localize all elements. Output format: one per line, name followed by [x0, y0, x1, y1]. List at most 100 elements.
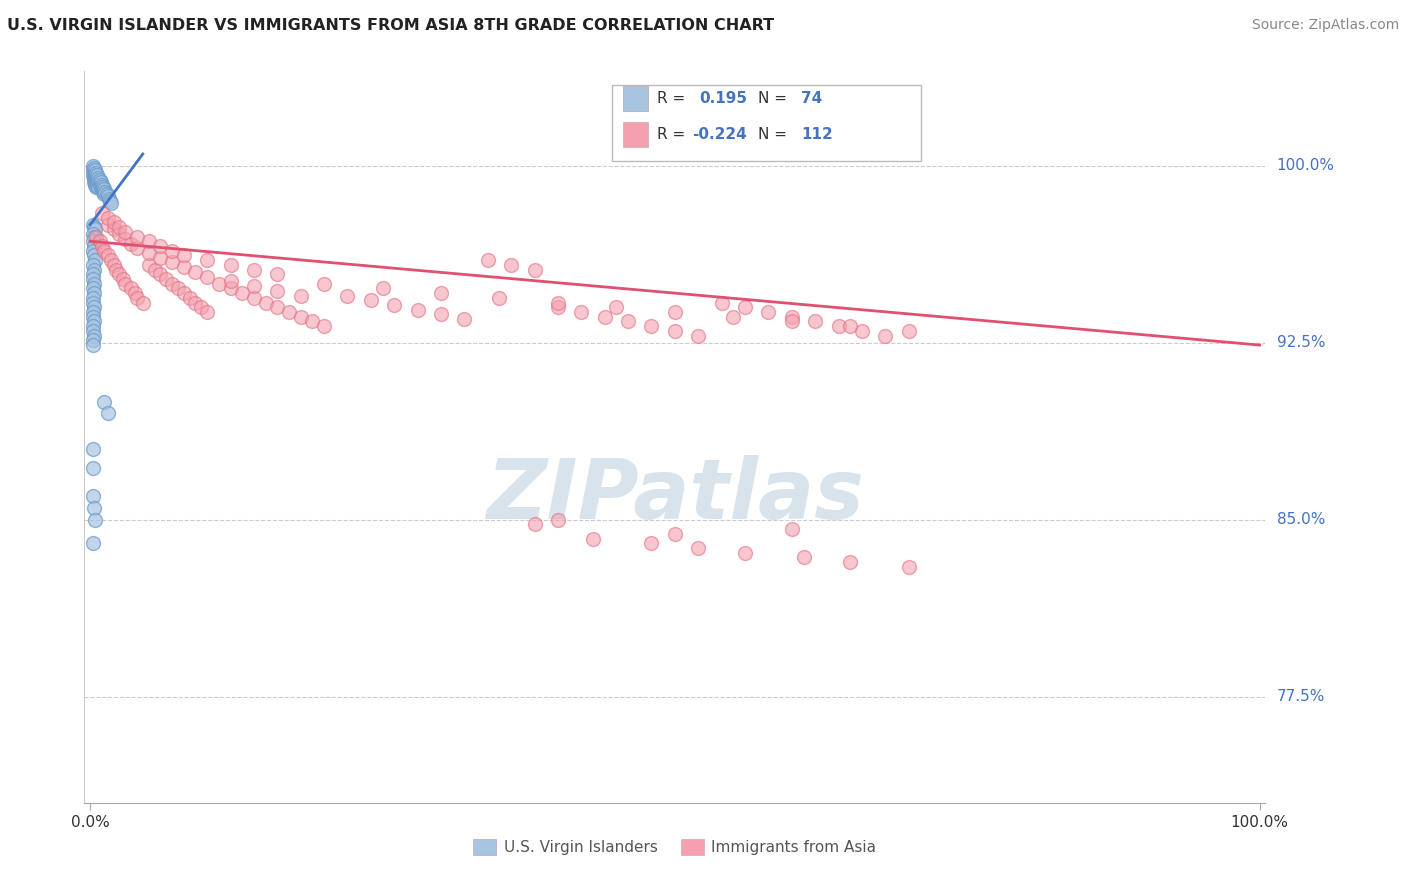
- Point: [125, 291, 148, 305]
- Point: [688, 328, 710, 343]
- Point: [477, 253, 499, 268]
- Point: [138, 234, 160, 248]
- Point: [97, 192, 120, 206]
- Point: [82, 334, 104, 348]
- Point: [82, 489, 104, 503]
- Point: [839, 555, 862, 569]
- Point: [723, 310, 745, 324]
- Point: [219, 258, 242, 272]
- Point: [97, 218, 120, 232]
- Point: [82, 305, 104, 319]
- Point: [89, 173, 111, 187]
- Point: [501, 258, 523, 272]
- Text: R =: R =: [657, 127, 690, 142]
- Point: [190, 301, 212, 315]
- Text: 100.0%: 100.0%: [1277, 158, 1334, 173]
- Point: [83, 248, 105, 262]
- Point: [82, 281, 104, 295]
- Point: [160, 277, 183, 291]
- Point: [86, 178, 108, 192]
- Point: [266, 284, 288, 298]
- Point: [430, 286, 453, 301]
- Point: [86, 168, 108, 182]
- Point: [82, 258, 104, 272]
- Point: [219, 281, 242, 295]
- Point: [523, 262, 546, 277]
- Point: [839, 319, 862, 334]
- Point: [83, 173, 105, 187]
- Point: [617, 314, 640, 328]
- Point: [734, 301, 756, 315]
- Point: [83, 161, 105, 175]
- Text: R =: R =: [657, 91, 690, 106]
- Point: [94, 185, 117, 199]
- Point: [84, 229, 107, 244]
- Point: [86, 173, 108, 187]
- Point: [780, 522, 803, 536]
- Point: [547, 295, 569, 310]
- Point: [488, 291, 510, 305]
- Point: [91, 180, 114, 194]
- Point: [149, 251, 172, 265]
- Point: [97, 407, 120, 421]
- Text: 92.5%: 92.5%: [1277, 335, 1324, 351]
- Point: [93, 244, 115, 258]
- Point: [382, 298, 405, 312]
- Point: [290, 288, 312, 302]
- Point: [605, 301, 627, 315]
- Point: [208, 277, 231, 291]
- Text: 74: 74: [801, 91, 823, 106]
- Point: [83, 229, 105, 244]
- Point: [89, 234, 111, 248]
- Point: [90, 180, 112, 194]
- Point: [897, 559, 920, 574]
- Point: [82, 227, 104, 242]
- Text: N =: N =: [758, 91, 792, 106]
- Point: [453, 312, 475, 326]
- Point: [758, 305, 780, 319]
- Point: [360, 293, 382, 308]
- Point: [83, 253, 105, 268]
- Point: [100, 196, 122, 211]
- Point: [243, 291, 266, 305]
- Point: [179, 291, 201, 305]
- Point: [664, 526, 686, 541]
- Point: [93, 182, 115, 196]
- Point: [231, 286, 253, 301]
- Point: [243, 279, 266, 293]
- Point: [83, 262, 105, 277]
- Point: [97, 211, 120, 225]
- Point: [114, 225, 136, 239]
- Point: [149, 239, 172, 253]
- Point: [82, 267, 104, 281]
- Point: [83, 168, 105, 182]
- Text: -0.224: -0.224: [692, 127, 747, 142]
- Point: [87, 170, 110, 185]
- Point: [640, 319, 662, 334]
- Point: [406, 302, 429, 317]
- Point: [83, 220, 105, 235]
- Point: [82, 291, 104, 305]
- Point: [195, 305, 218, 319]
- Point: [278, 305, 301, 319]
- Point: [125, 241, 148, 255]
- Point: [82, 460, 104, 475]
- Point: [780, 314, 803, 328]
- Point: [312, 277, 335, 291]
- Point: [83, 222, 105, 236]
- Point: [82, 244, 104, 258]
- Point: [83, 286, 105, 301]
- Point: [91, 185, 114, 199]
- Point: [160, 244, 183, 258]
- Point: [108, 267, 131, 281]
- Text: ZIPatlas: ZIPatlas: [486, 455, 863, 536]
- Point: [301, 314, 323, 328]
- Point: [160, 255, 183, 269]
- Point: [82, 338, 104, 352]
- Point: [90, 239, 112, 253]
- Point: [90, 206, 112, 220]
- Point: [114, 277, 136, 291]
- Point: [98, 194, 121, 208]
- Point: [103, 222, 125, 236]
- Point: [87, 175, 110, 189]
